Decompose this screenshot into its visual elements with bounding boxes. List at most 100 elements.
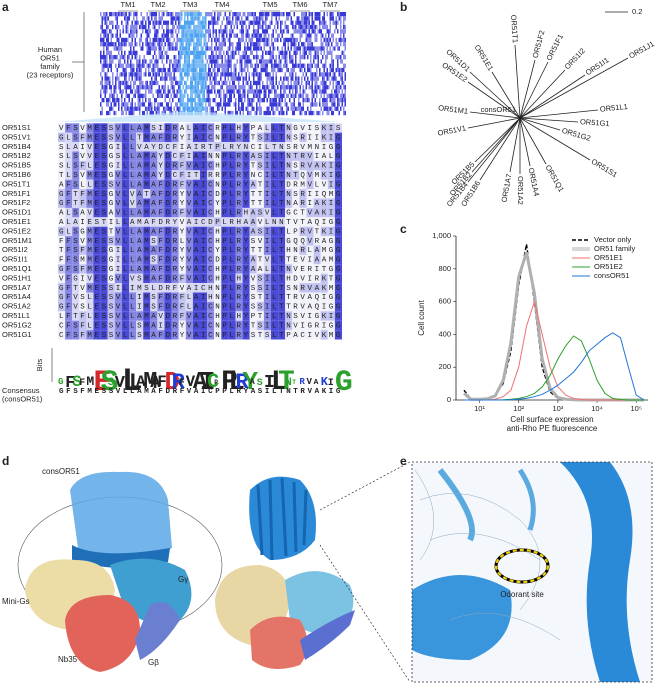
residue-cell [93, 301, 101, 312]
heatmap-cell [343, 37, 345, 43]
heatmap-cell [178, 80, 180, 86]
heatmap-cell [185, 63, 187, 68]
heatmap-cell [110, 12, 112, 17]
heatmap-cell [136, 63, 138, 68]
heatmap-cell [272, 110, 274, 116]
heatmap-cell [137, 20, 139, 25]
heatmap-cell [340, 20, 342, 25]
heatmap-cell [199, 20, 201, 25]
heatmap-cell [304, 20, 306, 25]
residue-cell [271, 132, 279, 143]
heatmap-cell [325, 37, 327, 43]
residue-cell [278, 264, 286, 274]
heatmap-cell [292, 24, 294, 30]
heatmap-cell [137, 93, 139, 98]
heatmap-cell [188, 63, 190, 68]
heatmap-cell [275, 106, 277, 111]
heatmap-cell [313, 46, 315, 51]
heatmap-cell [115, 102, 117, 107]
residue-cell [136, 254, 144, 265]
heatmap-cell [176, 67, 178, 73]
residue-cell [72, 226, 80, 237]
heatmap-cell [260, 106, 262, 111]
residue-cell [150, 170, 158, 180]
heatmap-cell [317, 50, 319, 55]
heatmap-cell [253, 29, 255, 34]
heatmap-cell [331, 76, 333, 81]
heatmap-cell [259, 102, 261, 107]
residue-cell [221, 311, 229, 321]
heatmap-cell [203, 24, 205, 30]
residue-cell [58, 160, 66, 171]
heatmap-cell [145, 85, 147, 90]
heatmap-cell [326, 110, 328, 116]
heatmap-cell [205, 37, 207, 43]
heatmap-cell [217, 20, 219, 25]
heatmap-cell [233, 76, 235, 81]
heatmap-cell [244, 12, 246, 17]
heatmap-cell [182, 106, 184, 111]
heatmap-cell [304, 12, 306, 17]
residue-cell [79, 273, 87, 284]
heatmap-cell [301, 20, 303, 25]
residue-cell [214, 264, 222, 274]
residue-cell [65, 320, 73, 331]
residue-cell [58, 151, 66, 161]
residue-cell [306, 264, 314, 274]
residue-cell [320, 273, 328, 284]
heatmap-cell [190, 37, 192, 43]
heatmap-cell [130, 50, 132, 55]
heatmap-cell [158, 55, 160, 60]
heatmap-cell [124, 85, 126, 90]
heatmap-cell [100, 55, 102, 60]
heatmap-cell [212, 76, 214, 81]
residue-cell [306, 283, 314, 293]
heatmap-cell [338, 98, 340, 103]
heatmap-cell [220, 85, 222, 90]
residue-cell [228, 226, 236, 237]
heatmap-cell [197, 80, 199, 86]
heatmap-cell [179, 89, 181, 94]
heatmap-cell [275, 37, 277, 43]
residue-cell [200, 160, 208, 171]
heatmap-cell [230, 33, 232, 38]
tm-label: TM7 [323, 0, 338, 9]
heatmap-cell [338, 89, 340, 94]
heatmap-cell [242, 33, 244, 38]
site-closeup [412, 462, 652, 682]
residue-cell [285, 160, 293, 171]
heatmap-cell [200, 50, 202, 55]
consensus-label: (consOR51) [2, 394, 43, 403]
heatmap-cell [262, 55, 264, 60]
residue-cell [192, 132, 200, 143]
tree-leaf: OR51A2 [516, 176, 525, 205]
residue-cell [93, 264, 101, 274]
heatmap-cell [103, 29, 105, 34]
heatmap-cell [128, 33, 130, 38]
heatmap-cell [214, 37, 216, 43]
heatmap-cell [215, 55, 217, 60]
residue-cell [285, 189, 293, 199]
heatmap-cell [182, 98, 184, 103]
residue-cell [100, 320, 108, 331]
residue-cell [292, 179, 300, 190]
heatmap-cell [322, 24, 324, 30]
heatmap-cell [295, 93, 297, 98]
heatmap-cell [280, 93, 282, 98]
heatmap-cell [286, 93, 288, 98]
heatmap-cell [251, 89, 253, 94]
heatmap-cell [151, 89, 153, 94]
heatmap-cell [155, 12, 157, 17]
heatmap-cell [151, 85, 153, 90]
residue-cell [327, 264, 335, 274]
heatmap-cell [115, 42, 117, 47]
heatmap-cell [202, 72, 204, 77]
heatmap-cell [169, 67, 171, 73]
residue-cell [86, 226, 94, 237]
residue-cell [143, 123, 151, 133]
heatmap-cell [260, 89, 262, 94]
heatmap-cell [113, 102, 115, 107]
heatmap-cell [281, 46, 283, 51]
residue-cell [157, 160, 165, 171]
residue-cell [178, 142, 186, 152]
